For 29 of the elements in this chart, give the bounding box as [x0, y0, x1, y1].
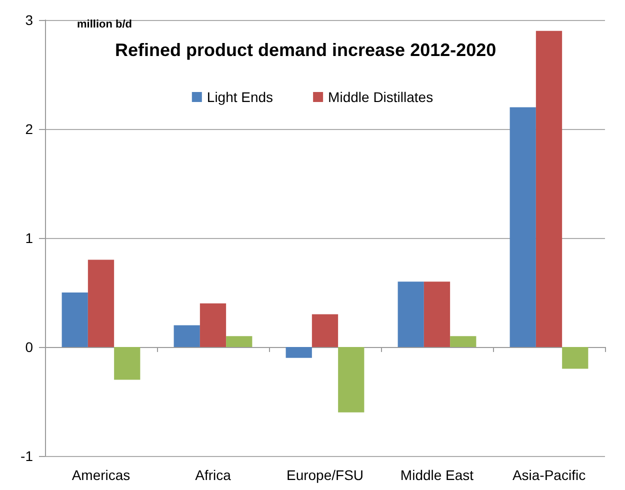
bar	[62, 292, 88, 347]
text: Refined product demand increase 2012-2020	[115, 40, 496, 60]
bar	[226, 336, 252, 347]
legend-label: Light Ends	[206, 89, 274, 105]
x-tick-label: Middle East	[400, 467, 474, 483]
x-tick-label: Asia-Pacific	[512, 467, 586, 483]
bar	[536, 30, 562, 347]
bar	[398, 282, 424, 347]
x-tick-label: Americas	[72, 467, 130, 483]
bar	[338, 347, 364, 412]
bar	[174, 325, 200, 347]
bar	[424, 282, 450, 347]
y-tick-label: 2	[25, 121, 34, 137]
bar	[286, 347, 312, 358]
bar	[312, 314, 338, 347]
bar	[510, 107, 536, 347]
bar	[200, 303, 226, 347]
y-tick-label: -1	[20, 448, 34, 464]
y-tick-label: 0	[25, 339, 34, 355]
bar	[450, 336, 476, 347]
y-tick-label: 3	[25, 12, 34, 28]
y-tick-label: 1	[25, 230, 34, 246]
bar	[114, 347, 140, 380]
x-tick-label: Africa	[195, 467, 232, 483]
bar	[88, 260, 114, 347]
y-axis-title: million b/d	[77, 18, 132, 30]
x-tick-label: Europe/FSU	[286, 467, 364, 483]
bar	[562, 347, 588, 369]
legend-label: Middle Distillates	[328, 89, 434, 105]
